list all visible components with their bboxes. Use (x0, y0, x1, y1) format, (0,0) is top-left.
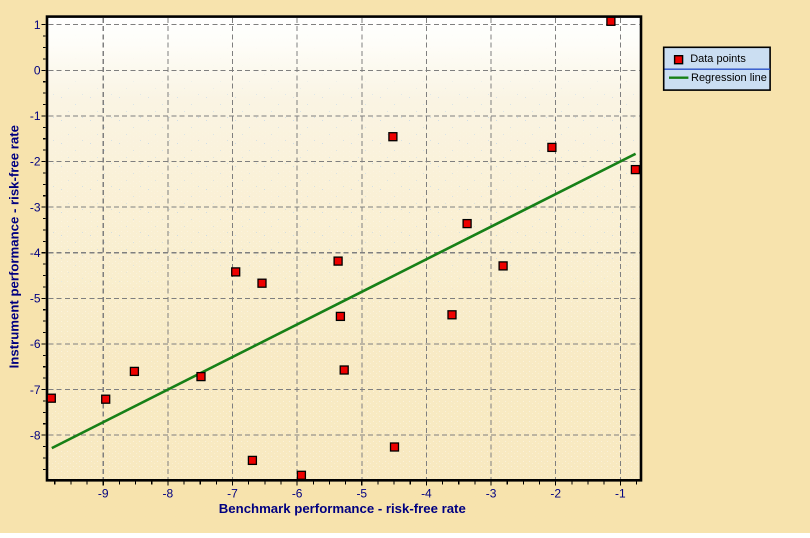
svg-text:0: 0 (34, 64, 41, 78)
svg-text:-7: -7 (227, 487, 238, 501)
svg-text:-8: -8 (163, 487, 174, 501)
svg-text:-9: -9 (98, 487, 109, 501)
svg-text:-3: -3 (30, 200, 41, 214)
svg-text:-4: -4 (421, 487, 432, 501)
svg-text:-1: -1 (30, 109, 41, 123)
svg-text:-2: -2 (30, 155, 41, 169)
svg-text:-1: -1 (615, 487, 626, 501)
svg-text:-6: -6 (30, 337, 41, 351)
svg-text:-3: -3 (486, 487, 497, 501)
svg-text:1: 1 (34, 18, 41, 32)
svg-text:Benchmark performance - risk-f: Benchmark performance - risk-free rate (219, 501, 466, 516)
svg-text:-5: -5 (356, 487, 367, 501)
svg-text:-5: -5 (30, 292, 41, 306)
svg-text:Data points: Data points (690, 53, 746, 65)
svg-text:-4: -4 (30, 246, 41, 260)
svg-text:Instrument performance - risk-: Instrument performance - risk-free rate (7, 125, 22, 368)
svg-text:-7: -7 (30, 383, 41, 397)
svg-text:-8: -8 (30, 428, 41, 442)
svg-text:-2: -2 (550, 487, 561, 501)
svg-text:-6: -6 (292, 487, 303, 501)
svg-text:Regression line: Regression line (691, 72, 767, 84)
